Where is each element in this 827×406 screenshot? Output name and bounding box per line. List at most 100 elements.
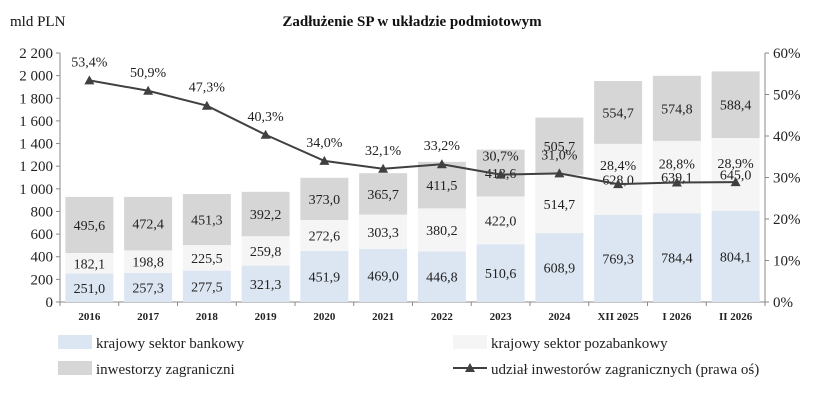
y-tick-label: 1 800 xyxy=(19,91,53,107)
y2-tick-label: 30% xyxy=(773,171,801,187)
share-point-marker xyxy=(554,168,565,178)
share-value-label: 50,9% xyxy=(130,66,167,81)
share-point-marker xyxy=(671,177,682,187)
bar-segment xyxy=(65,252,114,274)
bar-segment xyxy=(124,272,173,302)
bar-value-label: 422,0 xyxy=(485,214,517,229)
bar-segment xyxy=(300,219,349,251)
bar-segment xyxy=(182,270,231,302)
bar-segment xyxy=(535,117,584,175)
bar-value-label: 451,9 xyxy=(309,270,341,285)
bar-segment xyxy=(535,174,584,234)
bar-segment xyxy=(417,161,466,209)
legend-label: krajowy sektor bankowy xyxy=(96,336,245,352)
bar-value-label: 225,5 xyxy=(191,252,223,267)
bar-value-label: 257,3 xyxy=(132,281,164,296)
bar-value-label: 373,0 xyxy=(309,193,341,208)
bar-segment xyxy=(652,75,701,141)
bar-value-label: 365,7 xyxy=(367,188,399,203)
bar-value-label: 321,3 xyxy=(250,278,282,293)
bar-segment xyxy=(359,173,408,215)
share-value-label: 53,4% xyxy=(71,55,108,70)
share-point-marker xyxy=(201,100,212,110)
bar-value-label: 251,0 xyxy=(74,282,106,297)
y-tick-label: 800 xyxy=(31,204,54,220)
bar-value-label: 392,2 xyxy=(250,208,282,223)
bar-segment xyxy=(535,233,584,302)
x-tick-label: II 2026 xyxy=(719,311,753,323)
bar-segment xyxy=(300,177,349,220)
y-tick-label: 1 200 xyxy=(19,159,53,175)
bar-segment xyxy=(711,210,760,302)
bar-value-label: 272,6 xyxy=(309,229,341,244)
y-tick-label: 2 200 xyxy=(19,46,53,62)
share-point-marker xyxy=(319,155,330,165)
bar-value-label: 411,5 xyxy=(426,179,457,194)
share-point-marker xyxy=(84,75,95,85)
y-tick-label: 1 000 xyxy=(19,182,53,198)
bar-segment xyxy=(417,251,466,302)
bar-value-label: 472,4 xyxy=(132,218,164,233)
x-tick-label: 2021 xyxy=(372,311,394,323)
bar-segment xyxy=(241,236,290,266)
bar-segment xyxy=(417,208,466,252)
bar-value-label: 588,4 xyxy=(720,99,752,114)
y-tick-label: 2 000 xyxy=(19,69,53,85)
y2-tick-label: 0% xyxy=(773,295,793,311)
y-tick-label: 0 xyxy=(46,295,54,311)
x-tick-label: I 2026 xyxy=(662,311,692,323)
bar-value-label: 505,7 xyxy=(544,140,576,155)
bar-segment xyxy=(359,214,408,249)
y2-tick-label: 40% xyxy=(773,129,801,145)
legend-swatch xyxy=(453,335,487,349)
share-value-label: 28,8% xyxy=(659,157,696,172)
y2-tick-label: 50% xyxy=(773,88,801,104)
bar-value-label: 446,8 xyxy=(426,271,458,286)
bar-value-label: 645,0 xyxy=(720,168,752,183)
x-tick-label: 2019 xyxy=(255,311,278,323)
bar-value-label: 784,4 xyxy=(661,252,693,267)
bar-value-label: 608,9 xyxy=(544,262,576,277)
bar-segment xyxy=(241,265,290,302)
share-value-label: 30,7% xyxy=(483,150,520,165)
bar-value-label: 451,3 xyxy=(191,214,223,229)
bar-value-label: 303,3 xyxy=(367,226,399,241)
bar-segment xyxy=(359,248,408,302)
bar-segment xyxy=(65,196,114,253)
x-tick-label: 2023 xyxy=(490,311,513,323)
plot-area: 0 200 400 600 800 1 000 1 200 1 400 1 600 1 800 2 … xyxy=(19,46,800,323)
bar-value-label: 182,1 xyxy=(74,257,106,272)
bar-segment xyxy=(711,71,760,138)
bar-value-label: 259,8 xyxy=(250,245,282,260)
x-tick-label: 2016 xyxy=(78,311,101,323)
legend-swatch xyxy=(58,361,92,375)
y-tick-label: 400 xyxy=(31,250,54,266)
share-value-label: 34,0% xyxy=(306,136,343,151)
x-tick-label: 2018 xyxy=(196,311,219,323)
share-value-label: 47,3% xyxy=(189,81,226,96)
bar-value-label: 495,6 xyxy=(74,219,106,234)
x-tick-label: 2024 xyxy=(548,311,571,323)
share-value-label: 28,4% xyxy=(600,159,637,174)
share-point-marker xyxy=(378,163,389,173)
share-value-label: 40,3% xyxy=(248,110,285,125)
share-value-label: 33,2% xyxy=(424,139,461,154)
y-tick-label: 200 xyxy=(31,272,54,288)
share-point-marker xyxy=(730,177,741,187)
bar-segment xyxy=(124,196,173,251)
legend-swatch xyxy=(58,335,92,349)
y2-tick-label: 20% xyxy=(773,212,801,228)
x-tick-label: 2022 xyxy=(431,311,454,323)
bar-segment xyxy=(711,137,760,211)
bar-value-label: 804,1 xyxy=(720,250,752,265)
chart-title: Zadłużenie SP w układzie podmiotowym xyxy=(282,14,542,30)
bar-value-label: 514,7 xyxy=(544,198,576,213)
legend-swatch-marker xyxy=(465,363,475,372)
y-tick-label: 1 400 xyxy=(19,137,53,153)
bar-segment xyxy=(652,140,701,214)
y-tick-label: 1 600 xyxy=(19,114,53,130)
bar-segment xyxy=(124,250,173,273)
bar-segment xyxy=(594,81,643,144)
share-point-marker xyxy=(260,129,271,139)
